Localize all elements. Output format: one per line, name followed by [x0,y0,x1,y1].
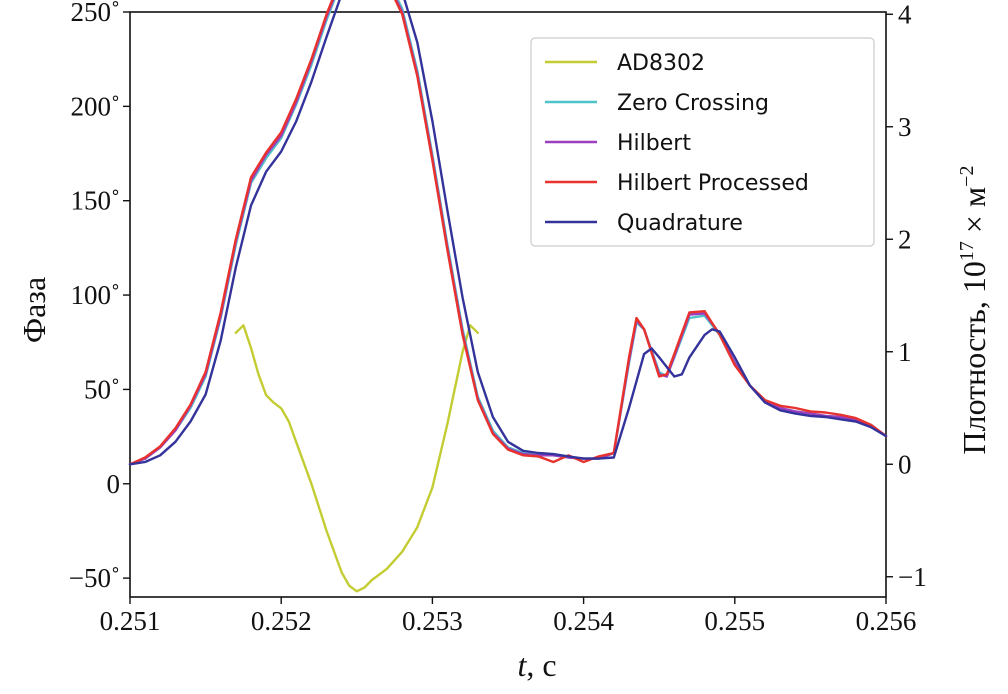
legend-label: Hilbert Processed [617,171,809,196]
y2-tick-label: 3 [898,112,912,142]
y2-tick-label: 0 [898,449,912,479]
y2-tick-label: 2 [898,224,912,254]
y-tick-label: 150˚ [71,186,121,216]
y2-tick-label: −1 [898,562,927,592]
y2-axis-title: Плотность, 1017 × м−2 [956,166,992,455]
legend-label: Quadrature [617,211,743,236]
plot-frame [129,11,887,598]
x-tick-label: 0.254 [553,606,614,636]
y-tick-label: −50˚ [69,563,120,593]
series-line-ad8302 [234,324,479,593]
legend-label: Zero Crossing [617,91,769,116]
y2-axis-title-exp2: −2 [956,166,978,187]
legend-label: Hilbert [617,131,691,156]
x-tick-label: 0.253 [402,606,463,636]
x-tick-label: 0.255 [704,606,765,636]
axes-group: 0.251 0.252 0.253 0.254 0.255 0.256−50˚050˚10… [69,0,927,636]
y-tick-label: 0 [107,469,121,499]
y-tick-label: 100˚ [71,280,121,310]
legend: AD8302 Zero Crossing Hilbert Hilbert Proces… [530,37,875,247]
y2-axis-title-exp1: 17 [956,241,978,261]
x-axis-title: t, с [517,647,556,683]
y2-tick-label: 4 [898,0,912,29]
y2-tick-label: 1 [898,337,912,367]
y2-axis-title-base: Плотность, 10 [956,261,992,454]
x-tick-label: 0.256 [856,606,917,636]
plot-area [128,0,888,593]
x-tick-label: 0.252 [251,606,312,636]
y-axis-title: Фаза [16,277,52,343]
y-tick-label: 200˚ [71,91,121,121]
legend-box [530,37,875,247]
x-axis-title-symbol: t [517,647,527,683]
x-tick-label: 0.251 [100,606,161,636]
y-tick-label: 50˚ [84,374,120,404]
series-line-quadrature [128,0,888,466]
legend-label: AD8302 [617,51,705,76]
y2-axis-title-mid: × м [956,187,992,241]
y-tick-label: 250˚ [71,0,121,27]
x-axis-title-unit: , с [526,647,556,683]
